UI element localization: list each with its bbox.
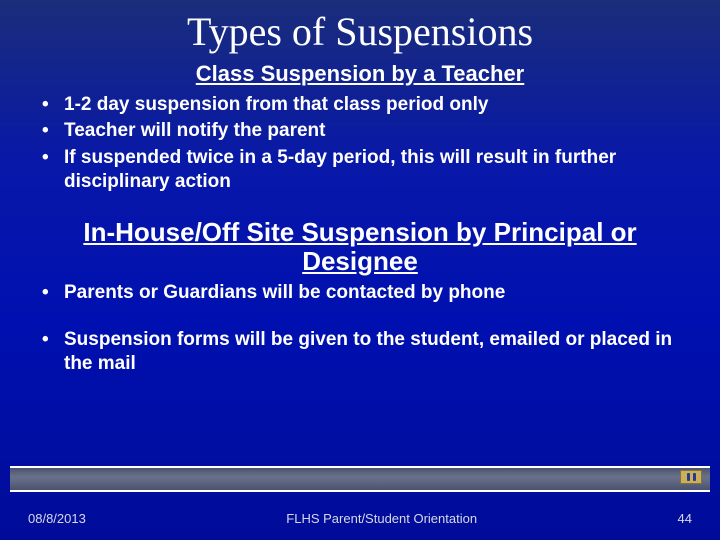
list-item: Teacher will notify the parent (42, 119, 696, 143)
footer-page-number: 44 (678, 511, 692, 526)
footer-center: FLHS Parent/Student Orientation (86, 511, 678, 526)
list-item: Suspension forms will be given to the st… (42, 328, 696, 377)
section1-bullets: 1-2 day suspension from that class perio… (24, 93, 696, 194)
footer-bar (10, 466, 710, 492)
list-item: 1-2 day suspension from that class perio… (42, 93, 696, 117)
list-item: If suspended twice in a 5-day period, th… (42, 146, 696, 195)
footer: 08/8/2013 FLHS Parent/Student Orientatio… (0, 511, 720, 526)
list-item: Parents or Guardians will be contacted b… (42, 281, 696, 305)
section1-heading: Class Suspension by a Teacher (24, 61, 696, 87)
section2-heading: In-House/Off Site Suspension by Principa… (24, 218, 696, 275)
book-icon (680, 470, 702, 484)
footer-date: 08/8/2013 (28, 511, 86, 526)
slide: Types of Suspensions Class Suspension by… (0, 0, 720, 540)
section2-bullets: Parents or Guardians will be contacted b… (24, 281, 696, 376)
slide-title: Types of Suspensions (24, 8, 696, 55)
